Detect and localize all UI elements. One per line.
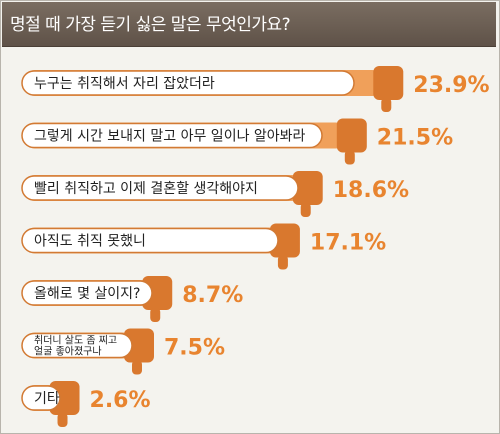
category-label: 누구는 취직해서 자리 잡았더라 (34, 76, 215, 92)
bar-group: 취더니 살도 좀 찌고 얼굴 좋아졌구나 7.5% (21, 328, 225, 375)
thumbs-down-icon (124, 328, 154, 375)
category-pill (21, 122, 323, 149)
category-pill (21, 385, 61, 411)
thumbs-down-icon (336, 118, 367, 165)
category-label: 아직도 취직 못했니 (34, 234, 146, 250)
category-pill (21, 175, 299, 201)
bar-group: 빨리 취직하고 이제 결혼할 생각해야지 18.6% (21, 171, 409, 217)
title-bar: 명절 때 가장 듣기 싫은 말은 무엇인가요? (2, 2, 496, 47)
bar-group: 기타 2.6% (21, 381, 151, 427)
category-pill (21, 332, 133, 359)
value-label: 17.1% (310, 231, 386, 256)
value-label: 18.6% (333, 178, 409, 203)
bar-group: 누구는 취직해서 자리 잡았더라 23.9% (21, 66, 490, 112)
category-label: 그렇게 시간 보내지 말고 아무 일이나 알아봐라 (34, 129, 306, 145)
bar-group: 그렇게 시간 보내지 말고 아무 일이나 알아봐라 21.5% (21, 118, 453, 165)
value-label: 21.5% (377, 126, 453, 151)
value-label: 23.9% (413, 73, 489, 98)
value-label: 2.6% (90, 388, 151, 413)
category-pill (21, 280, 153, 306)
value-label: 8.7% (182, 283, 243, 308)
thumbs-down-icon (142, 276, 173, 322)
thumbs-down-icon (269, 223, 300, 270)
bar-group: 올해로 몇 살이지? 8.7% (21, 276, 243, 322)
value-label: 7.5% (164, 336, 225, 361)
chart-title: 명절 때 가장 듣기 싫은 말은 무엇인가요? (10, 15, 291, 35)
category-pill (21, 227, 279, 254)
category-label: 올해로 몇 살이지? (34, 286, 141, 302)
thumbs-down-icon (292, 171, 323, 217)
thumbs-down-icon (373, 66, 404, 112)
category-label: 빨리 취직하고 이제 결혼할 생각해야지 (34, 181, 258, 197)
category-label: 취더니 살도 좀 찌고 얼굴 좋아졌구나 (34, 335, 117, 358)
category-label: 기타 (34, 391, 60, 407)
category-pill (21, 70, 355, 96)
bar-group: 아직도 취직 못했니 17.1% (21, 223, 386, 270)
